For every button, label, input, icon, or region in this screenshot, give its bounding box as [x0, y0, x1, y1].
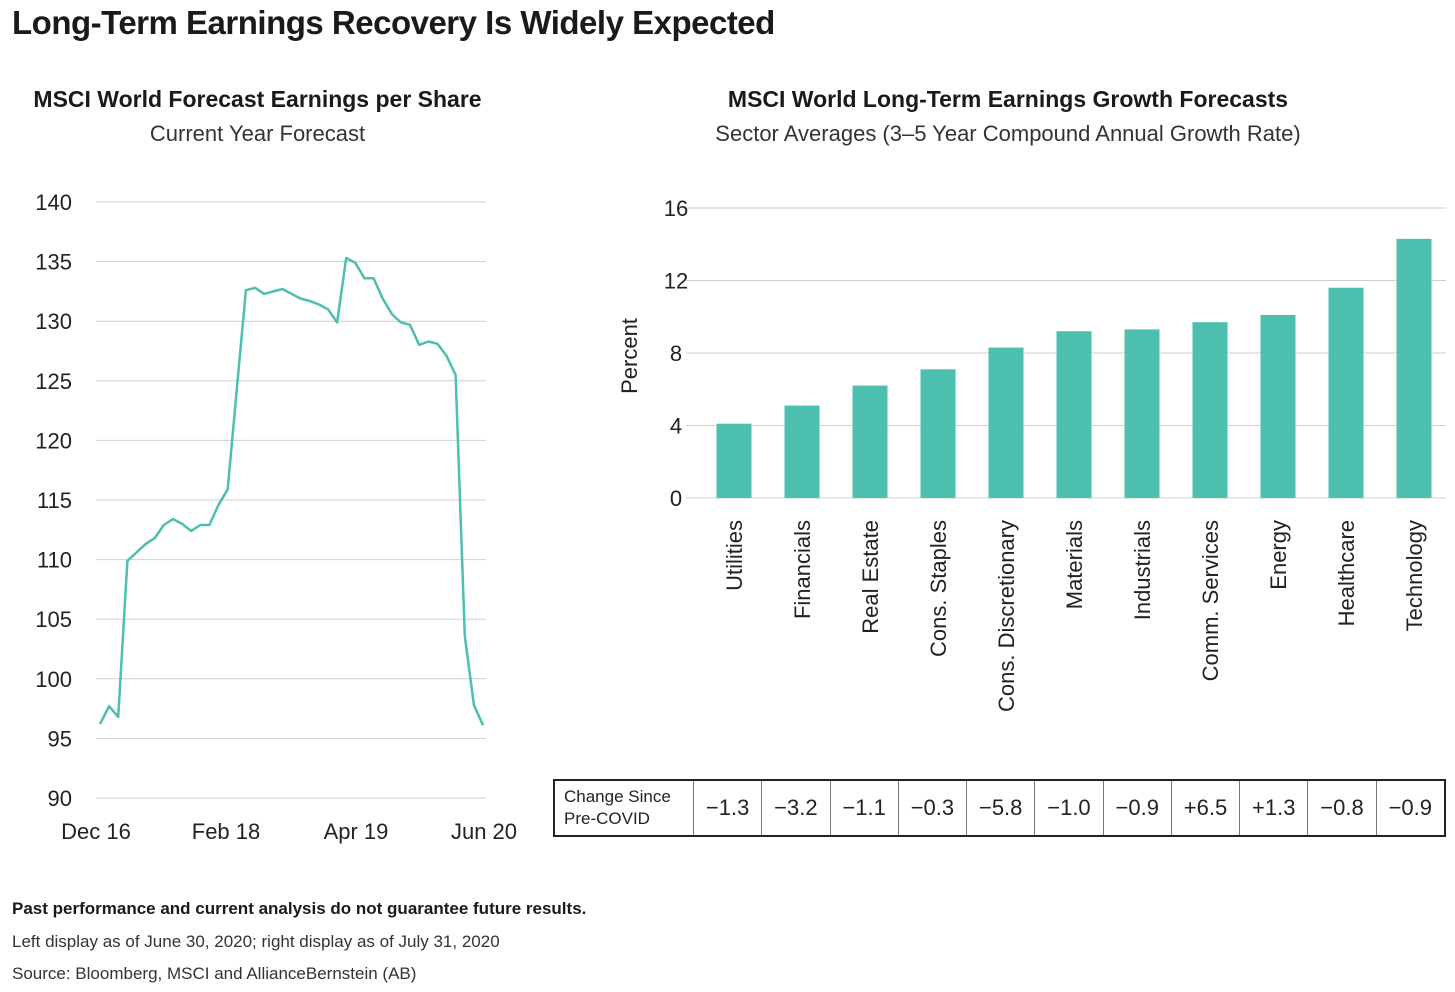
- bar: [852, 385, 888, 498]
- change-cell: +1.3: [1240, 781, 1309, 835]
- change-cell: −5.8: [967, 781, 1036, 835]
- bar: [920, 369, 956, 498]
- category-label: Materials: [1062, 520, 1087, 609]
- bar: [988, 347, 1024, 498]
- change-table-header: Change Since Pre-COVID: [555, 781, 694, 835]
- growth-bar-chart: 0 4 8 12 16 Percent Utilities Financials Real Es…: [617, 196, 1446, 712]
- y-tick-label: 130: [35, 309, 72, 334]
- y-tick-label: 120: [35, 428, 72, 453]
- bar: [1260, 314, 1296, 498]
- category-label: Utilities: [722, 520, 747, 591]
- bar: [1124, 329, 1160, 498]
- change-cell: −0.3: [899, 781, 968, 835]
- change-cell: −1.1: [831, 781, 899, 835]
- bar: [1056, 331, 1092, 498]
- category-label: Financials: [790, 520, 815, 619]
- x-tick-label: Feb 18: [192, 819, 261, 844]
- y-tick-label: 125: [35, 369, 72, 394]
- source-note: Source: Bloomberg, MSCI and AllianceBern…: [12, 964, 417, 983]
- y-tick-label: 135: [35, 250, 72, 275]
- bar: [1396, 238, 1432, 498]
- category-label: Cons. Discretionary: [994, 520, 1019, 712]
- y-tick-label: 90: [48, 786, 72, 811]
- category-label: Industrials: [1130, 520, 1155, 620]
- bar: [1328, 287, 1364, 498]
- change-cell: −0.9: [1104, 781, 1172, 835]
- change-cell: +6.5: [1172, 781, 1241, 835]
- change-cell: −0.8: [1308, 781, 1377, 835]
- y-tick-label: 4: [670, 414, 682, 439]
- y-tick-label: 140: [35, 190, 72, 215]
- category-label: Energy: [1266, 520, 1291, 590]
- category-label: Comm. Services: [1198, 520, 1223, 681]
- y-tick-label: 105: [35, 607, 72, 632]
- left-chart-title: MSCI World Forecast Earnings per Share: [33, 86, 482, 112]
- y-tick-label: 115: [37, 488, 72, 513]
- category-label: Cons. Staples: [926, 520, 951, 657]
- change-cell: −3.2: [762, 781, 831, 835]
- category-label: Healthcare: [1334, 520, 1359, 626]
- y-axis-label: Percent: [617, 318, 642, 394]
- change-cell: −0.9: [1388, 795, 1432, 820]
- change-cell: −1.0: [1035, 781, 1104, 835]
- disclaimer-note: Past performance and current analysis do…: [12, 899, 587, 918]
- category-label: Real Estate: [858, 520, 883, 634]
- category-label: Technology: [1402, 520, 1427, 631]
- y-tick-label: 16: [664, 196, 688, 221]
- bar: [1192, 322, 1228, 498]
- y-tick-label: 8: [670, 341, 682, 366]
- change-cell: −1.3: [694, 781, 763, 835]
- y-tick-label: 100: [35, 667, 72, 692]
- eps-series-line: [98, 256, 485, 726]
- y-tick-label: 110: [37, 548, 72, 573]
- right-chart-title: MSCI World Long-Term Earnings Growth For…: [727, 86, 1289, 112]
- x-tick-label: Dec 16: [61, 819, 131, 844]
- y-tick-label: 0: [670, 486, 682, 511]
- x-tick-label: Jun 20: [451, 819, 517, 844]
- page-title: Long-Term Earnings Recovery Is Widely Ex…: [12, 4, 775, 41]
- left-chart-subtitle: Current Year Forecast: [149, 121, 366, 146]
- change-since-precovid-table: Change Since Pre-COVID −1.3 −3.2 −1.1 −0…: [553, 779, 1446, 837]
- right-chart-subtitle: Sector Averages (3–5 Year Compound Annua…: [715, 121, 1301, 146]
- y-tick-label: 95: [48, 726, 72, 751]
- x-tick-label: Apr 19: [324, 819, 389, 844]
- y-tick-label: 12: [664, 269, 688, 294]
- as-of-note: Left display as of June 30, 2020; right …: [12, 932, 500, 951]
- bar: [716, 423, 752, 498]
- eps-line-chart: 90 95 100 105 110 115 120 125 130 135 140 Dec 16 Feb…: [35, 190, 517, 844]
- bar: [784, 405, 820, 498]
